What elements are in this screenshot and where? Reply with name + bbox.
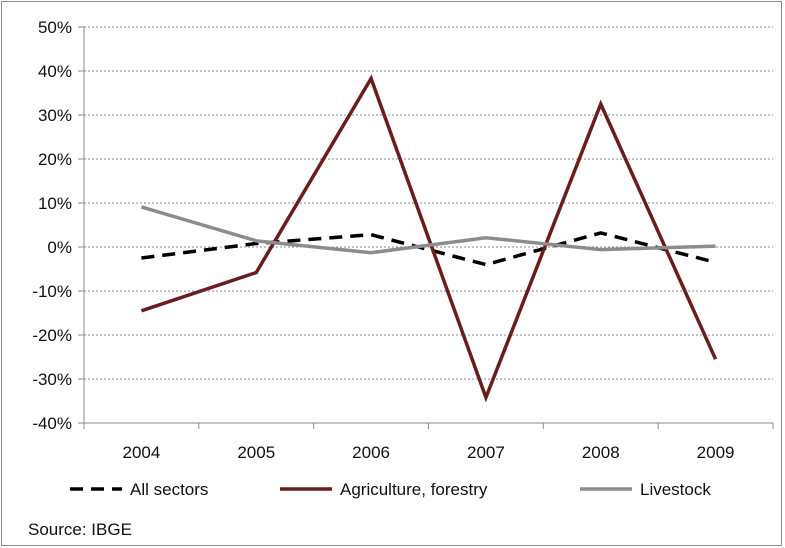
series-line-agriculture-forestry xyxy=(140,74,718,403)
series-line-all-sectors xyxy=(141,231,717,267)
y-tick-label: -30% xyxy=(32,370,72,389)
x-tick-label: 2009 xyxy=(697,443,735,462)
x-tick-label: 2008 xyxy=(582,443,620,462)
source-note: Source: IBGE xyxy=(28,520,132,539)
legend-label: Agriculture, forestry xyxy=(340,480,488,499)
series-lines xyxy=(140,74,718,403)
y-tick-label: -20% xyxy=(32,326,72,345)
series-line-livestock xyxy=(140,205,716,255)
x-tick-label: 2004 xyxy=(123,443,161,462)
gridlines xyxy=(84,26,773,380)
y-tick-label: -40% xyxy=(32,414,72,433)
legend-label: All sectors xyxy=(130,480,208,499)
y-tick-label: 50% xyxy=(38,18,72,37)
y-tick-label: 20% xyxy=(38,150,72,169)
y-tick-label: -10% xyxy=(32,282,72,301)
x-axis-ticks: 2004 2005 2006 2007 2008 2009 xyxy=(83,423,774,462)
y-tick-label: 10% xyxy=(38,194,72,213)
y-axis-ticks: 50% 40% 30% 20% 10% 0% -10% -20% -30% -40% xyxy=(32,18,84,433)
x-tick-label: 2007 xyxy=(467,443,505,462)
y-tick-label: 0% xyxy=(47,238,72,257)
legend-label: Livestock xyxy=(640,480,711,499)
axes xyxy=(83,27,773,424)
y-tick-label: 40% xyxy=(38,62,72,81)
x-tick-label: 2006 xyxy=(352,443,390,462)
y-tick-label: 30% xyxy=(38,106,72,125)
legend: All sectors Agriculture, forestry Livestoc… xyxy=(70,480,711,499)
x-tick-label: 2005 xyxy=(237,443,275,462)
